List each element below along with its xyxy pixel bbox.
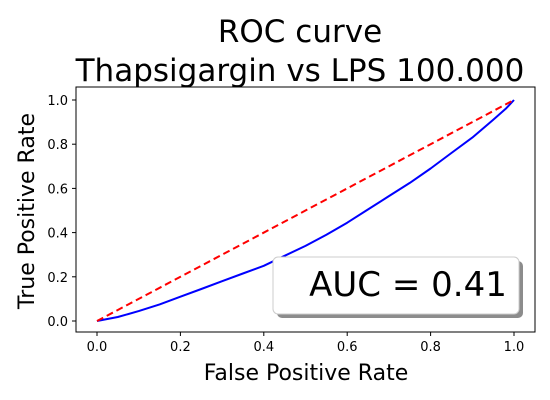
x-tick-label: 0.2: [170, 340, 191, 355]
y-tick-label: 0.8: [47, 138, 68, 153]
x-tick-label: 1.0: [504, 340, 525, 355]
annotation-box: [272, 256, 520, 315]
y-tick-label: 0.6: [47, 182, 68, 197]
x-tick-label: 0.0: [87, 340, 108, 355]
y-tick-label: 0.2: [47, 271, 68, 286]
plot-area: 0.0 0.2 0.4 0.6 0.8 1.0 0.0 0.2 0.4 0.6 0.8 1.0 AUC …: [47, 86, 536, 355]
y-tick-label: 0.4: [47, 227, 68, 242]
y-axis-label: True Positive Rate: [15, 113, 40, 310]
auc-annotation: AUC = 0.41: [309, 265, 507, 305]
y-tick-label: 1.0: [47, 94, 68, 109]
axes-frame: [75, 86, 536, 333]
x-tick-label: 0.8: [420, 340, 441, 355]
chance-diagonal-line: [96, 99, 515, 322]
y-tick-label: 0.0: [47, 315, 68, 330]
chart-title-line1: ROC curve: [218, 14, 382, 50]
x-tick-label: 0.4: [253, 340, 274, 355]
x-axis-label: False Positive Rate: [204, 361, 408, 386]
roc-curve-line: [96, 99, 515, 322]
x-tick-label: 0.6: [337, 340, 358, 355]
chart-title-line2: Thapsigargin vs LPS 100.000: [75, 53, 525, 89]
